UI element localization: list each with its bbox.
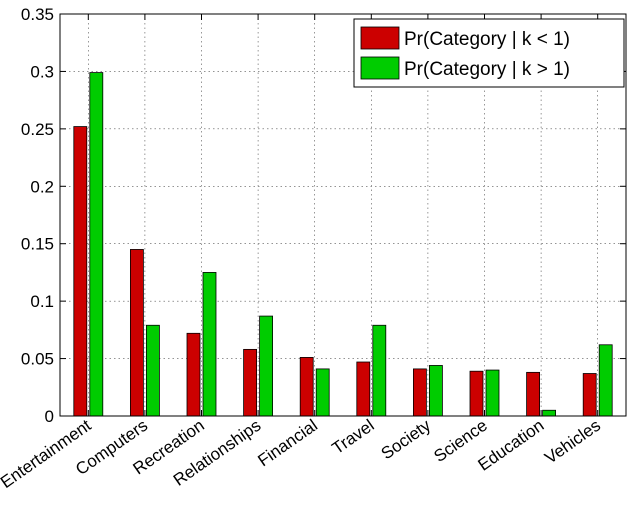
y-tick-label: 0.2 <box>30 177 54 196</box>
bar-1-relationships <box>243 348 258 417</box>
bar-1-recreation <box>186 332 201 417</box>
bars-group <box>73 72 613 417</box>
x-tick-label-entertainment: Entertainment <box>0 416 95 492</box>
x-tick-label-society: Society <box>378 415 435 463</box>
bar-2-relationships <box>259 315 274 417</box>
legend: Pr(Category | k < 1) Pr(Category | k > 1… <box>353 18 625 88</box>
y-tick-label: 0 <box>45 407 54 426</box>
bar-1-vehicles <box>582 373 597 417</box>
bar-2-entertainment <box>89 72 104 417</box>
bar-1-computers <box>129 249 144 417</box>
bar-1-entertainment <box>73 126 88 417</box>
bar-2-financial <box>315 368 330 417</box>
y-tick-label: 0.3 <box>30 62 54 81</box>
legend-swatch-series-1 <box>360 26 400 50</box>
x-tick-label-vehicles: Vehicles <box>541 416 604 468</box>
x-tick-label-travel: Travel <box>329 416 378 458</box>
bar-2-society <box>428 365 443 417</box>
y-tick-label: 0.1 <box>30 292 54 311</box>
bar-1-education <box>526 371 540 417</box>
bar-2-vehicles <box>598 344 613 417</box>
bar-1-science <box>469 370 484 417</box>
legend-label-series-2: Pr(Category | k > 1) <box>404 59 570 80</box>
legend-label-series-1: Pr(Category | k < 1) <box>404 29 570 50</box>
bar-2-travel <box>372 324 387 417</box>
bar-2-recreation <box>202 272 217 417</box>
bar-2-education <box>542 409 556 417</box>
bar-2-science <box>485 369 500 417</box>
y-axis-ticks: 0 0.05 0.1 0.15 0.2 0.25 0.3 0.35 <box>21 5 626 426</box>
plot-frame <box>59 13 627 417</box>
y-tick-label: 0.25 <box>21 120 54 139</box>
bar-1-society <box>412 368 427 417</box>
bar-1-financial <box>299 357 314 417</box>
y-tick-label: 0.05 <box>21 350 54 369</box>
y-tick-label: 0.15 <box>21 235 54 254</box>
bar-1-travel <box>356 361 371 417</box>
x-tick-label-financial: Financial <box>254 416 321 471</box>
bar-2-computers <box>145 324 160 417</box>
legend-swatch-series-2 <box>360 56 400 80</box>
y-tick-label: 0.35 <box>21 5 54 24</box>
